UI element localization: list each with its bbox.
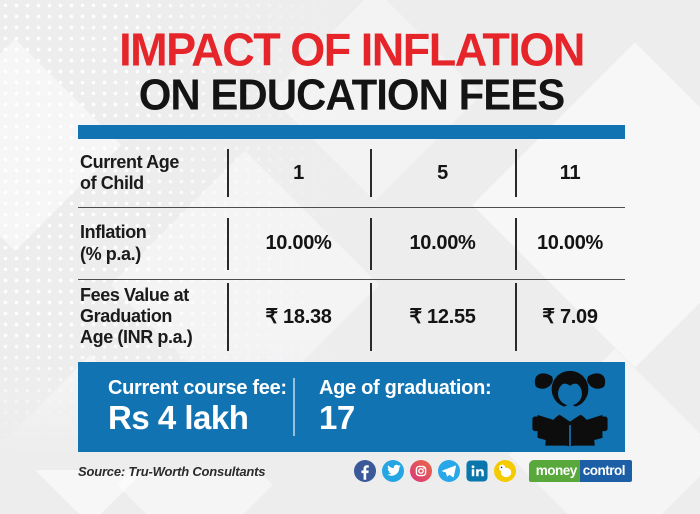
source-credit: Source: Tru-Worth Consultants [78,463,266,479]
row-label: Current Age of Child [78,152,227,194]
table-cell: 10.00% [370,208,515,279]
table-cell: 10.00% [227,208,370,279]
table-cell: 10.00% [515,208,625,279]
moneycontrol-logo-control: control [579,460,632,482]
koo-icon[interactable] [493,460,516,482]
graduation-age-value: 17 [319,399,355,437]
moneycontrol-logo[interactable]: money control [528,460,632,482]
row-label: Inflation (% p.a.) [78,222,227,264]
row-label-line: Current Age [80,151,179,172]
table-row-current-age: Current Age of Child 1 5 11 [78,139,625,208]
moneycontrol-logo-money: money [528,460,580,482]
course-fee-value: Rs 4 lakh [108,399,249,437]
table-cell: 5 [370,139,515,207]
page-title-line2: ON EDUCATION FEES [138,70,566,119]
row-label-line: Fees Value at [80,284,189,305]
row-label-line: of Child [80,173,144,193]
graduation-age-block: Age of graduation: 17 [295,377,492,437]
footer-social-row: money control [353,460,632,482]
telegram-icon[interactable] [437,460,460,482]
girl-reading-icon [529,366,611,455]
table-row-inflation: Inflation (% p.a.) 10.00% 10.00% 10.00% [78,208,625,280]
footer: Source: Tru-Worth Consultants [78,459,632,483]
row-label-line: Inflation [80,222,147,243]
course-fee-block: Current course fee: Rs 4 lakh [78,377,293,436]
table-cell: ₹ 7.09 [515,280,625,353]
facebook-icon[interactable] [353,460,376,482]
title-block: IMPACT OF INFLATION ON EDUCATION FEES [78,0,625,116]
table-cell: ₹ 12.55 [370,280,515,353]
course-fee-label: Current course fee: [108,377,287,400]
graduation-age-label: Age of graduation: [319,377,492,400]
banner-divider [293,378,295,436]
row-label: Fees Value at Graduation Age (INR p.a.) [78,285,227,348]
title-underline-bar [78,125,625,139]
fees-table: Current Age of Child 1 5 11 Inflation (%… [78,139,625,353]
row-label-line: (% p.a.) [80,243,141,264]
summary-banner: Current course fee: Rs 4 lakh Age of gra… [78,362,625,452]
table-cell: ₹ 18.38 [227,280,370,353]
row-label-line: Graduation [80,305,173,326]
table-row-fees-value: Fees Value at Graduation Age (INR p.a.) … [78,280,625,353]
linkedin-icon[interactable] [466,460,488,482]
instagram-icon[interactable] [409,460,432,482]
twitter-icon[interactable] [381,460,404,482]
row-label-line: Age (INR p.a.) [80,327,193,348]
table-cell: 11 [515,139,625,207]
page-title-line1: IMPACT OF INFLATION [119,22,585,77]
table-cell: 1 [227,139,370,207]
content-column: IMPACT OF INFLATION ON EDUCATION FEES Cu… [78,0,625,452]
